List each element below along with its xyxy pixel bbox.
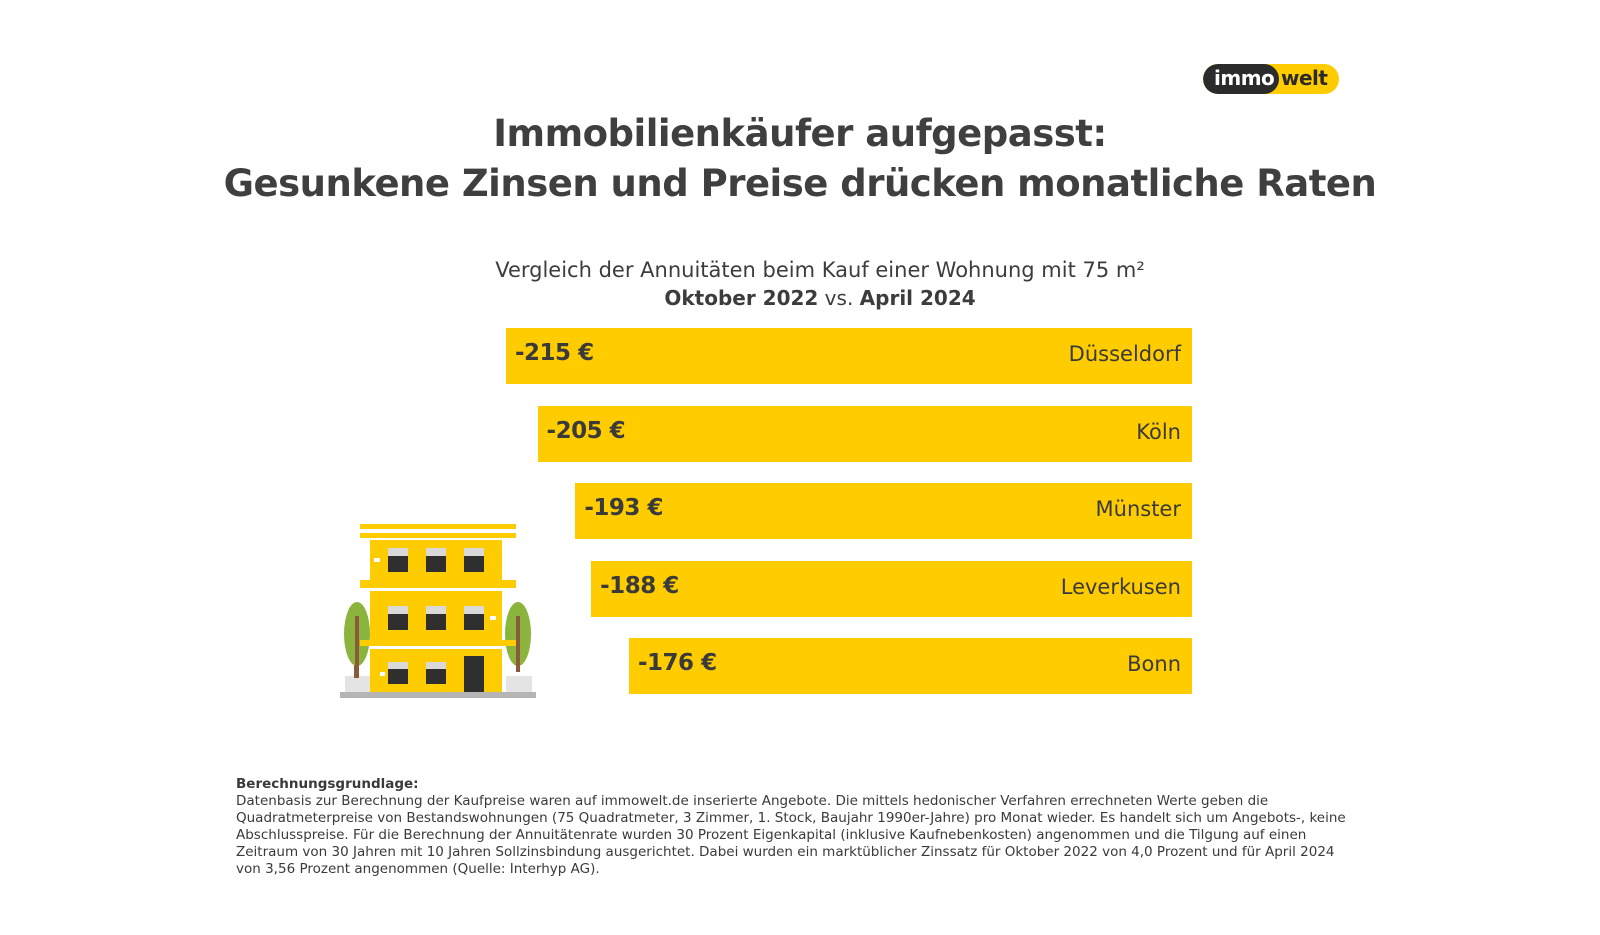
bar-category-label: Düsseldorf — [1068, 342, 1181, 366]
bar-value-label: -215 € — [515, 340, 594, 366]
bar-category-label: Bonn — [1127, 652, 1181, 676]
bar-category-label: Leverkusen — [1060, 574, 1181, 599]
apartment-building-icon — [340, 524, 536, 698]
bar-düsseldorf: -215 € Düsseldorf — [506, 328, 1192, 384]
period-vs: vs. — [818, 286, 860, 310]
period-to: April 2024 — [859, 286, 976, 310]
bar-value-label: -188 € — [600, 572, 679, 599]
logo-text-immo: immo — [1214, 66, 1275, 90]
immowelt-logo: immo welt — [1203, 64, 1339, 94]
bar-köln: -205 € Köln — [537, 405, 1192, 462]
bar-bonn: -176 € Bonn — [629, 638, 1192, 694]
period-from: Oktober 2022 — [664, 286, 819, 310]
bar-münster: -193 € Münster — [575, 483, 1192, 539]
bar-value-label: -176 € — [638, 650, 717, 676]
page-title-line2: Gesunkene Zinsen und Preise drücken mona… — [223, 162, 1377, 205]
footnote: Berechnungsgrundlage: Datenbasis zur Ber… — [236, 776, 1356, 878]
page-title-line1: Immobilienkäufer aufgepasst: — [493, 112, 1107, 155]
footnote-text: Datenbasis zur Berechnung der Kaufpreise… — [236, 793, 1346, 877]
bar-value-label: -205 € — [546, 417, 626, 444]
bar-category-label: Münster — [1095, 497, 1181, 521]
footnote-heading: Berechnungsgrundlage: — [236, 776, 419, 792]
logo-text-welt: welt — [1281, 66, 1328, 90]
logo-dark-pill — [1203, 64, 1279, 94]
bar-leverkusen: -188 € Leverkusen — [591, 560, 1192, 617]
chart-period: Oktober 2022 vs. April 2024 — [440, 286, 1200, 310]
bar-value-label: -193 € — [584, 495, 663, 521]
bar-category-label: Köln — [1136, 419, 1181, 444]
chart-subtitle: Vergleich der Annuitäten beim Kauf einer… — [495, 258, 1145, 282]
